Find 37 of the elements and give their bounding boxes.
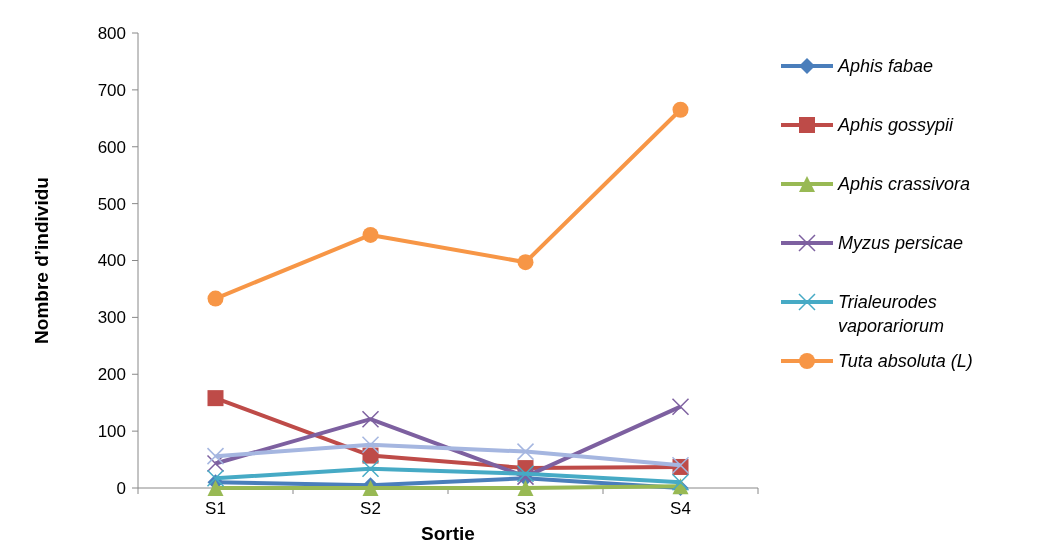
y-tick-label: 700 [97, 80, 126, 100]
point [206, 454, 225, 473]
y-tick-label: 300 [97, 308, 126, 328]
y-tick-label: 500 [97, 194, 126, 214]
point [671, 397, 690, 416]
y-tick-label: 100 [97, 422, 126, 442]
point [516, 442, 535, 461]
point [671, 473, 690, 492]
point [672, 101, 689, 118]
point [206, 447, 225, 465]
y-tick-label: 0 [116, 478, 126, 498]
point [362, 226, 379, 243]
point [361, 410, 380, 428]
point [207, 290, 224, 307]
x-axis-title: Sortie [421, 523, 475, 544]
x-tick-label: S3 [515, 499, 536, 518]
x-tick-label: S1 [205, 499, 226, 518]
point [206, 469, 225, 488]
point [361, 459, 380, 478]
x-tick-label: S4 [670, 499, 691, 518]
point [207, 390, 224, 407]
point [517, 254, 534, 271]
point [517, 480, 534, 496]
legend-label: Aphis fabae [837, 56, 934, 77]
legend-label: Trialeurodes vaporariorum [838, 292, 945, 336]
legend-label: Aphis crassivora [837, 174, 971, 195]
legend-label: Myzus persicae [838, 233, 964, 254]
legend-label: Tuta absoluta (L) [838, 351, 973, 372]
y-tick-label: 600 [97, 137, 126, 157]
y-tick-label: 800 [97, 23, 126, 43]
point [361, 436, 380, 454]
y-axis-title: Nombre d’individu [31, 177, 52, 344]
x-tick-label: S2 [360, 499, 381, 518]
point [207, 480, 224, 496]
y-tick-label: 200 [97, 365, 126, 385]
y-tick-label: 400 [97, 251, 126, 271]
legend-label: Aphis gossypii [837, 115, 955, 136]
